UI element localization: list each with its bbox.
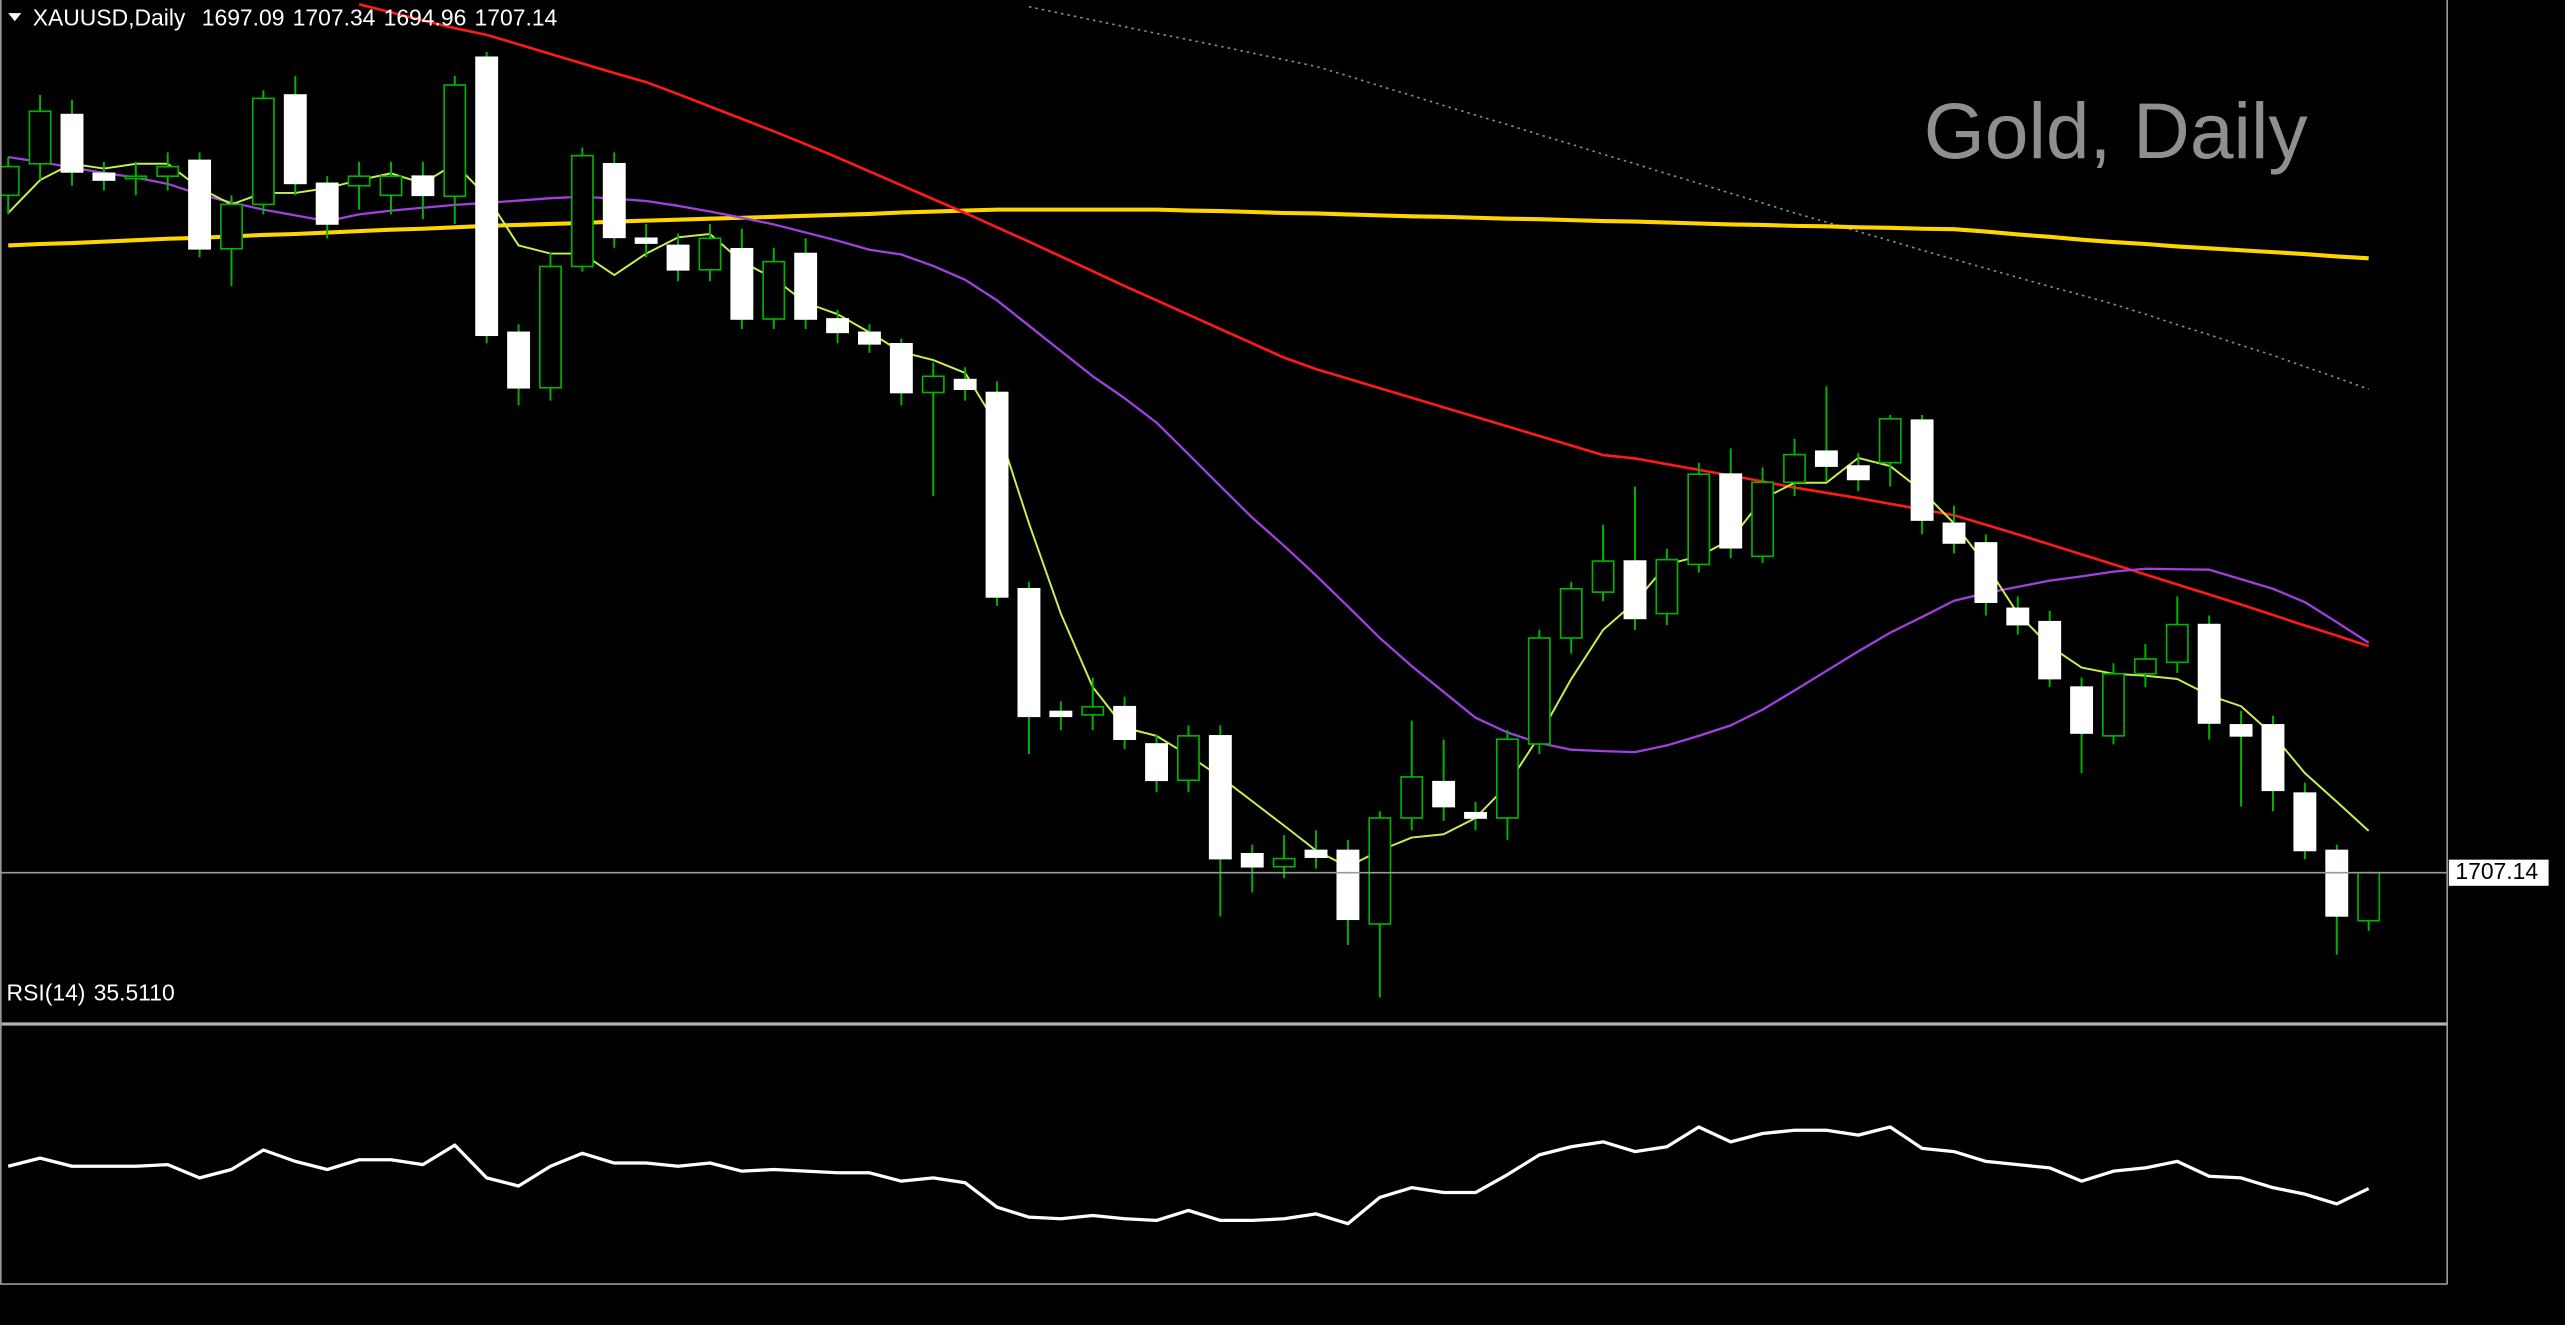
- rsi-title: RSI(14): [7, 980, 86, 1006]
- bull-candle-body: [220, 203, 243, 250]
- close-value: 1707.14: [475, 5, 558, 31]
- rsi-value: 35.5110: [94, 980, 175, 1006]
- text-layer: XAUUSD,Daily 1697.09 1707.34 1694.96 1707.14…: [7, 5, 2549, 1006]
- bear-candle-body: [730, 247, 754, 320]
- bear-candle-body: [2006, 607, 2030, 626]
- bull-candle-body: [1591, 560, 1615, 593]
- bear-candle-body: [60, 113, 84, 173]
- bull-candle-body: [539, 265, 562, 389]
- rsi-line: [7, 1125, 2370, 1226]
- bear-candle-body: [1814, 450, 1838, 467]
- bear-candle-body: [2325, 849, 2349, 917]
- symbol-menu-icon: [8, 13, 22, 22]
- bull-candle-body: [1272, 857, 1296, 868]
- bull-candle-body: [921, 375, 945, 394]
- bear-candle-body: [1432, 780, 1456, 808]
- bear-candle-body: [666, 244, 690, 271]
- bear-candle-body: [2070, 686, 2094, 734]
- bull-candle-body: [1081, 705, 1105, 716]
- bull-candle-body: [2133, 658, 2157, 675]
- moving-average-line: [1028, 5, 2369, 390]
- bull-candle-body: [2165, 623, 2189, 664]
- bull-candle-body: [156, 165, 180, 178]
- bear-candle-body: [985, 391, 1009, 598]
- bear-candle-body: [2229, 724, 2253, 737]
- symbol-header: XAUUSD,Daily 1697.09 1707.34 1694.96 1707.14: [33, 5, 558, 31]
- bear-candle-body: [1910, 419, 1934, 521]
- bear-candle-body: [794, 252, 818, 320]
- bull-candle-body: [1527, 637, 1551, 745]
- current-price-label: 1707.14: [2455, 858, 2538, 884]
- bull-candle-body: [443, 84, 467, 198]
- bull-candle-body: [698, 237, 722, 271]
- bear-candle-body: [2293, 792, 2317, 852]
- bear-candle-body: [889, 342, 913, 394]
- bear-candle-body: [2261, 724, 2285, 792]
- bear-candle-body: [1145, 743, 1168, 782]
- high-value: 1707.34: [293, 5, 376, 31]
- bear-candle-body: [1974, 542, 1998, 603]
- bear-candle-body: [2038, 620, 2062, 680]
- bear-candle-body: [1240, 852, 1264, 868]
- bear-candle-body: [92, 172, 116, 181]
- bull-candle-body: [570, 154, 594, 268]
- marks-layer: [0, 3, 2448, 1226]
- bear-candle-body: [1464, 811, 1487, 819]
- bear-candle-body: [1623, 560, 1647, 620]
- rsi-header: RSI(14) 35.5110: [7, 980, 175, 1006]
- bear-candle-body: [602, 162, 626, 239]
- bear-candle-body: [411, 175, 435, 197]
- bear-candle-body: [1113, 705, 1137, 741]
- bull-candle-body: [1783, 453, 1806, 484]
- bear-candle-body: [953, 378, 977, 390]
- bear-candle-body: [1049, 710, 1073, 718]
- watermark: Gold, Daily: [1924, 87, 2309, 175]
- open-value: 1697.09: [202, 5, 285, 31]
- bull-candle-body: [2357, 871, 2381, 922]
- bull-candle-body: [1400, 776, 1424, 819]
- bear-candle-body: [1304, 849, 1328, 858]
- bear-candle-body: [475, 56, 499, 337]
- bull-candle-body: [1495, 738, 1519, 819]
- bull-candle-body: [762, 260, 786, 320]
- bear-candle-body: [826, 318, 850, 334]
- bear-candle-body: [507, 331, 531, 389]
- bear-candle-body: [1208, 735, 1232, 860]
- bull-candle-body: [0, 165, 20, 197]
- bear-candle-body: [1719, 473, 1743, 549]
- moving-average-line: [8, 207, 2369, 261]
- bull-candle-body: [379, 175, 403, 197]
- bull-candle-body: [1878, 417, 1902, 464]
- bull-candle-body: [251, 97, 275, 206]
- bull-candle-body: [2102, 672, 2125, 737]
- current-price-box: [2448, 859, 2549, 886]
- bull-candle-body: [1559, 587, 1583, 639]
- bull-candle-body: [28, 110, 52, 165]
- bear-candle-body: [2197, 623, 2221, 724]
- bear-candle-body: [1942, 522, 1966, 544]
- bear-candle-body: [188, 159, 212, 250]
- bull-candle-body: [1176, 735, 1200, 782]
- low-value: 1694.96: [384, 5, 467, 31]
- bear-candle-body: [1017, 587, 1041, 718]
- bull-candle-body: [1687, 473, 1711, 566]
- bear-candle-body: [1846, 465, 1870, 481]
- bear-candle-body: [283, 94, 307, 185]
- bull-candle-body: [1751, 481, 1775, 558]
- bear-candle-body: [315, 182, 339, 225]
- bull-candle-body: [1368, 817, 1392, 925]
- bear-candle-body: [858, 331, 881, 345]
- bull-candle-body: [347, 175, 371, 187]
- bear-candle-body: [1336, 849, 1360, 921]
- moving-average-line: [358, 3, 2370, 648]
- bear-candle-body: [634, 237, 658, 244]
- bull-candle-body: [1655, 558, 1679, 615]
- bull-candle-body: [124, 175, 148, 180]
- symbol: XAUUSD,Daily: [33, 5, 186, 31]
